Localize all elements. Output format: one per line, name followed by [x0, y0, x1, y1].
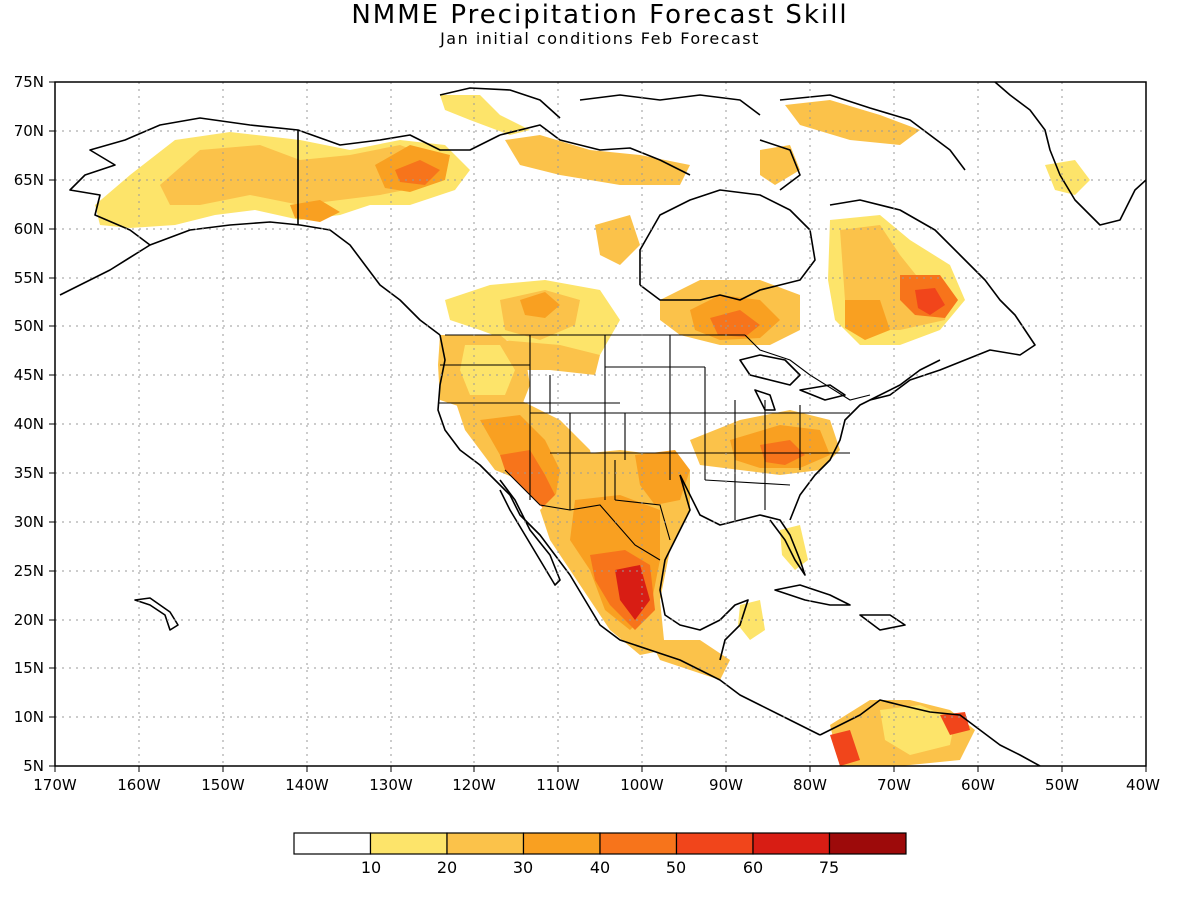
- colorbar-swatch: [828, 832, 907, 855]
- colorbar-swatch: [599, 832, 678, 855]
- lat-tick-label: 35N: [14, 464, 44, 482]
- colorbar-swatch: [522, 832, 601, 855]
- colorbar-label: 10: [361, 858, 381, 877]
- lat-tick-label: 5N: [23, 757, 44, 775]
- lon-tick-label: 130W: [369, 776, 413, 794]
- colorbar-label: 75: [819, 858, 839, 877]
- lat-tick-label: 65N: [14, 171, 44, 189]
- tick-marks: [49, 81, 1147, 772]
- lon-tick-label: 150W: [201, 776, 245, 794]
- lon-tick-label: 100W: [620, 776, 664, 794]
- lat-axis: 75N 70N 65N 60N 55N 50N 45N 40N 35N 30N …: [14, 73, 44, 775]
- lat-tick-label: 40N: [14, 415, 44, 433]
- lat-tick-label: 25N: [14, 562, 44, 580]
- lat-tick-label: 60N: [14, 220, 44, 238]
- lat-tick-label: 55N: [14, 269, 44, 287]
- lat-tick-label: 15N: [14, 659, 44, 677]
- lon-tick-label: 50W: [1045, 776, 1079, 794]
- lat-tick-label: 75N: [14, 73, 44, 91]
- lon-tick-label: 160W: [117, 776, 161, 794]
- lat-tick-label: 30N: [14, 513, 44, 531]
- lon-tick-label: 140W: [285, 776, 329, 794]
- lat-tick-label: 45N: [14, 366, 44, 384]
- lon-tick-label: 80W: [793, 776, 827, 794]
- lon-tick-label: 40W: [1126, 776, 1160, 794]
- colorbar-swatch: [675, 832, 754, 855]
- lat-tick-label: 70N: [14, 122, 44, 140]
- page-subtitle: Jan initial conditions Feb Forecast: [440, 29, 760, 48]
- colorbar-label: 20: [437, 858, 457, 877]
- colorbar-legend: 10 20 30 40 50 60 75: [293, 832, 907, 877]
- lat-tick-label: 20N: [14, 611, 44, 629]
- colorbar-label: 30: [513, 858, 533, 877]
- lon-tick-label: 170W: [33, 776, 77, 794]
- lon-tick-label: 120W: [452, 776, 496, 794]
- lon-axis: 170W 160W 150W 140W 130W 120W 110W 100W …: [33, 776, 1160, 794]
- colorbar-swatch: [369, 832, 448, 855]
- lon-tick-label: 90W: [709, 776, 743, 794]
- skill-shading: [95, 95, 1090, 766]
- lon-tick-label: 110W: [536, 776, 580, 794]
- gridlines: [55, 82, 1146, 766]
- lat-tick-label: 50N: [14, 317, 44, 335]
- colorbar-label: 40: [590, 858, 610, 877]
- colorbar-label: 50: [666, 858, 686, 877]
- colorbar-label: 60: [743, 858, 763, 877]
- state-borders: [438, 334, 871, 561]
- lat-tick-label: 10N: [14, 708, 44, 726]
- lon-tick-label: 60W: [961, 776, 995, 794]
- page-title: NMME Precipitation Forecast Skill: [351, 0, 849, 30]
- colorbar-swatch: [293, 832, 372, 855]
- colorbar-swatch: [752, 832, 831, 855]
- colorbar-swatch: [446, 832, 525, 855]
- lon-tick-label: 70W: [877, 776, 911, 794]
